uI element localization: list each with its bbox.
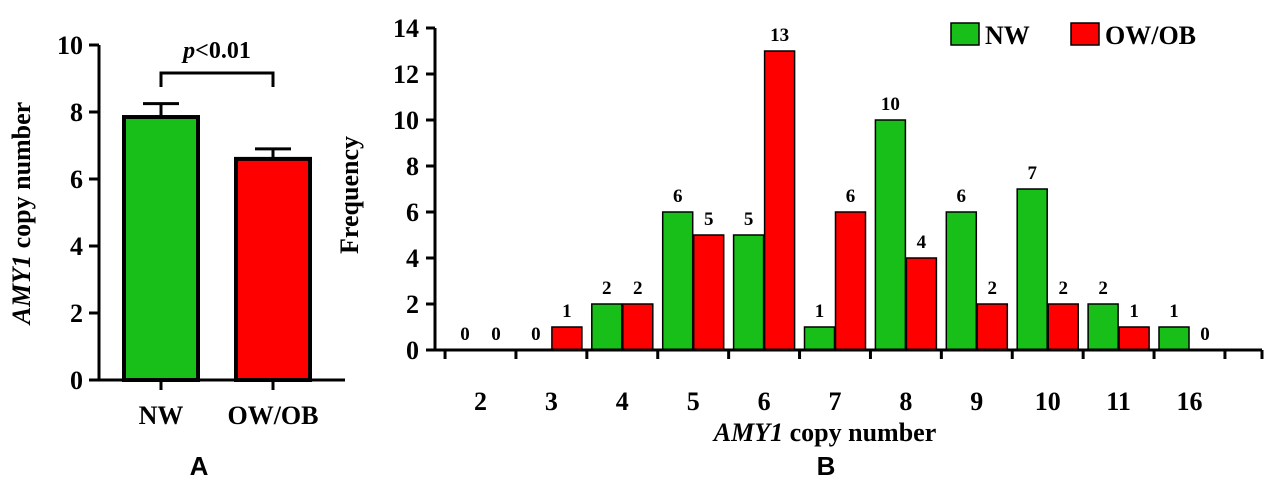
significance-bracket: p<0.01: [159, 38, 275, 87]
panel-b-data-label: 5: [704, 209, 714, 230]
panel-b-data-label: 0: [491, 324, 501, 345]
panel-b-data-label: 1: [815, 301, 825, 322]
panel-b-bar-nw: [1087, 303, 1119, 351]
panel-a-y-tick-label: 0: [70, 366, 83, 395]
panel-b-y-axis-label: Frequency: [335, 136, 364, 254]
p-symbol: p: [181, 38, 195, 64]
p-value-text: <0.01: [195, 38, 251, 64]
panel-b-data-label: 4: [917, 232, 927, 253]
panel-b-x-axis-label: AMY1 copy number: [712, 418, 936, 447]
panel-b-bar-owob: [692, 234, 725, 351]
panel-a-y-tick-label: 2: [70, 299, 83, 328]
panel-b-bar-owob: [976, 303, 1009, 351]
panel-b-bars: [551, 50, 1190, 351]
panel-b-x-tick-label: 11: [1106, 387, 1131, 416]
panel-b-data-label: 5: [744, 209, 754, 230]
panel-b-x-tick-label: 10: [1035, 387, 1061, 416]
panel-b-y-tick-label: 10: [393, 106, 419, 135]
panel-b-x-tick-label: 2: [474, 387, 487, 416]
panel-a-bar: [122, 115, 200, 383]
panel-b-legend: NW OW/OB: [950, 21, 1196, 50]
panel-b-x-tick-label: 8: [899, 387, 912, 416]
legend-swatch-nw: [950, 22, 980, 46]
panel-b-bar-owob: [551, 326, 583, 351]
panel-a-bar: [234, 156, 312, 382]
panel-b-data-label: 0: [460, 324, 470, 345]
panel-b-x-tick-label: 6: [758, 387, 771, 416]
panel-b-y-tick-label: 12: [393, 60, 419, 89]
panel-b-x-tick-label: 9: [970, 387, 983, 416]
panel-a-y-tick-label: 8: [70, 98, 83, 127]
panel-b-data-label: 2: [1058, 278, 1068, 299]
panel-a-bars: [122, 102, 312, 383]
legend-label-owob: OW/OB: [1105, 21, 1196, 50]
panel-a-axes: 0 2 4 6 8 10 NW OW/OB: [57, 31, 345, 430]
panel-a-y-tick-label: 4: [70, 232, 83, 261]
panel-b-bar-owob: [763, 50, 796, 351]
panel-b-y-tick-label: 14: [393, 14, 419, 43]
panel-a-chart: 0 2 4 6 8 10 NW OW/OB AMY1 copy number p<0.01 A: [7, 31, 345, 480]
panel-b-bar-nw: [1158, 326, 1190, 351]
y-axis-label-gene: AMY1: [7, 255, 36, 326]
panel-b-y-tick-label: 4: [406, 244, 419, 273]
panel-b-data-label: 2: [633, 278, 643, 299]
panel-b-bar-owob: [1118, 326, 1150, 351]
panel-b-data-label: 1: [1129, 301, 1139, 322]
panel-b-bar-nw: [945, 211, 978, 351]
panel-b-x-tick-label: 16: [1177, 387, 1203, 416]
legend-swatch-owob: [1070, 22, 1100, 46]
significance-annotation: p<0.01: [181, 38, 251, 64]
panel-b-y-tick-label: 8: [406, 152, 419, 181]
panel-a-x-tick-label: NW: [139, 401, 184, 430]
panel-b-letter: B: [817, 451, 836, 480]
panel-b-bar-nw: [591, 303, 623, 351]
significance-bracket-line: [159, 71, 275, 87]
panel-b-data-label: 6: [957, 186, 967, 207]
panel-b-data-label: 1: [562, 301, 572, 322]
panel-b-data-label: 1: [1169, 301, 1179, 322]
panel-b-bar-nw: [1016, 188, 1048, 351]
panel-b-x-tick-label: 4: [616, 387, 629, 416]
panel-b-data-label: 10: [881, 94, 900, 115]
panel-b-y-tick-label: 2: [406, 290, 419, 319]
panel-b-data-label: 2: [602, 278, 612, 299]
panel-b-y-tick-label: 6: [406, 198, 419, 227]
panel-b-bar-nw: [874, 119, 907, 351]
panel-a-y-axis-label: AMY1 copy number: [7, 102, 36, 326]
panel-b-x-tick-label: 5: [687, 387, 700, 416]
panel-b-x-tick-label: 3: [545, 387, 558, 416]
panel-b-bar-owob: [834, 211, 867, 351]
panel-b-data-label: 0: [1200, 324, 1210, 345]
panel-b-y-tick-label: 0: [406, 336, 419, 365]
panel-b-x-tick-label: 7: [829, 387, 842, 416]
legend-label-nw: NW: [985, 21, 1030, 50]
panel-b-data-label: 0: [531, 324, 541, 345]
panel-a-letter: A: [190, 451, 209, 480]
panel-b-data-label: 2: [988, 278, 998, 299]
panel-a-y-tick-label: 10: [57, 31, 83, 60]
panel-b-bar-nw: [732, 234, 765, 351]
panel-a-x-tick-label: OW/OB: [227, 401, 318, 430]
panel-b-data-label: 6: [673, 186, 683, 207]
x-axis-label-gene: AMY1: [712, 418, 783, 447]
panel-b-data-label: 13: [770, 25, 789, 46]
x-axis-label-rest: copy number: [783, 418, 936, 447]
panel-b-bar-owob: [905, 257, 938, 351]
panel-b-bar-owob: [622, 303, 654, 351]
panel-b-data-label: 7: [1027, 163, 1037, 184]
panel-a-y-tick-label: 6: [70, 165, 83, 194]
panel-b-data-label: 6: [846, 186, 856, 207]
panel-b-bar-nw: [803, 326, 836, 351]
panel-b-data-label: 2: [1098, 278, 1108, 299]
panel-b-bar-nw: [661, 211, 694, 351]
y-axis-label-rest: copy number: [7, 102, 36, 255]
panel-b-bar-owob: [1047, 303, 1079, 351]
